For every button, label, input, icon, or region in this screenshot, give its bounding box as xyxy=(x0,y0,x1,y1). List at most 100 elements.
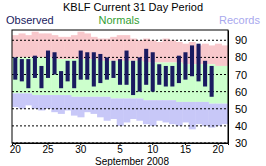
observed-bar xyxy=(144,49,148,85)
x-tick: 5 xyxy=(117,143,123,155)
observed-bar xyxy=(85,52,89,79)
x-tick: 20 xyxy=(213,143,225,155)
record-low-band xyxy=(84,97,91,112)
observed-bar xyxy=(170,66,174,87)
x-tick: 10 xyxy=(147,143,159,155)
y-tick-label: 60 xyxy=(235,86,247,98)
record-high-band xyxy=(25,35,32,57)
observed-bar xyxy=(203,61,207,87)
record-low-band xyxy=(215,104,222,126)
observed-bar xyxy=(164,66,168,87)
y-tick-label: 80 xyxy=(235,51,247,63)
record-low-band xyxy=(117,98,124,125)
observed-bar xyxy=(177,56,181,83)
record-low-band xyxy=(169,100,176,124)
record-low-band xyxy=(32,95,39,109)
record-high-band xyxy=(12,35,19,57)
y-tick: 70 xyxy=(228,69,247,81)
record-low-band xyxy=(149,100,156,126)
normal-band xyxy=(110,61,117,99)
y-axis: 30 40 50 60 70 80 90 xyxy=(228,31,247,150)
normal-band xyxy=(221,66,228,104)
x-tick-label: 20 xyxy=(10,144,22,155)
x-tick-label: 30 xyxy=(75,144,87,155)
y-tick: 30 xyxy=(228,137,247,149)
record-high-band xyxy=(169,40,176,62)
record-low-band xyxy=(156,100,163,121)
observed-bar xyxy=(138,57,142,91)
y-tick-label: 30 xyxy=(235,137,247,149)
plot-area xyxy=(12,32,228,143)
record-low-band xyxy=(45,95,52,109)
observed-bar xyxy=(13,57,17,79)
record-high-band xyxy=(215,44,222,66)
record-low-band xyxy=(77,97,84,118)
plot-frame xyxy=(12,30,228,143)
legend-entry: Observed xyxy=(6,14,54,26)
legend-entry: Records xyxy=(219,14,260,26)
record-low-band xyxy=(97,97,104,118)
record-low-band xyxy=(176,102,183,126)
grid-line xyxy=(12,57,228,58)
x-tick-label: 5 xyxy=(117,144,123,155)
x-tick: 20 xyxy=(10,143,22,155)
normal-band xyxy=(12,57,19,93)
observed-bar xyxy=(26,59,30,88)
record-low-band xyxy=(182,102,189,123)
normal-band xyxy=(38,57,45,95)
record-low-band xyxy=(221,104,228,125)
record-low-band xyxy=(25,93,32,105)
record-low-band xyxy=(19,93,26,108)
observed-bar xyxy=(210,66,214,97)
observed-bar xyxy=(33,56,37,78)
y-tick: 50 xyxy=(228,103,247,115)
record-low-band xyxy=(189,102,196,129)
normal-band xyxy=(163,63,170,101)
grid-line xyxy=(12,40,228,41)
observed-bar xyxy=(72,61,76,88)
x-tick-label: 20 xyxy=(213,144,225,155)
y-tick-label: 90 xyxy=(235,34,247,46)
y-axis-line xyxy=(228,31,229,144)
normal-band xyxy=(215,66,222,104)
record-low-band xyxy=(64,95,71,110)
normal-band xyxy=(208,64,215,103)
observed-bar xyxy=(53,52,57,74)
record-high-band xyxy=(71,35,78,59)
observed-bar xyxy=(151,52,155,91)
observed-bar xyxy=(197,44,201,82)
x-tick: 15 xyxy=(180,143,192,155)
record-low-band xyxy=(51,95,58,112)
observed-bar xyxy=(131,61,135,95)
x-tick: 25 xyxy=(42,143,54,155)
record-low-band xyxy=(91,97,98,114)
record-high-band xyxy=(32,32,39,58)
grid-line xyxy=(12,125,228,126)
observed-bar xyxy=(20,59,24,81)
y-tick: 90 xyxy=(228,34,247,46)
y-tick: 60 xyxy=(228,86,247,98)
normal-band xyxy=(19,57,26,93)
y-tick-label: 50 xyxy=(235,103,247,115)
grid-line xyxy=(12,108,228,109)
record-low-band xyxy=(12,93,19,107)
observed-bar xyxy=(105,57,109,79)
record-high-band xyxy=(19,33,26,57)
x-axis: 20 25 30 5 10 15 20 xyxy=(10,143,229,155)
record-low-band xyxy=(195,102,202,124)
y-tick: 40 xyxy=(228,120,247,132)
record-high-band xyxy=(156,42,163,63)
legend-entry: Normals xyxy=(99,14,140,26)
y-tick-label: 40 xyxy=(235,120,247,132)
observed-bar xyxy=(39,66,43,88)
record-low-band xyxy=(58,95,65,114)
record-high-band xyxy=(208,45,215,64)
record-low-band xyxy=(123,98,130,122)
grid-line xyxy=(12,91,228,92)
observed-bar xyxy=(92,52,96,86)
record-low-band xyxy=(163,100,170,122)
x-tick-label: 15 xyxy=(180,144,192,155)
observed-bar xyxy=(183,52,187,79)
record-low-band xyxy=(202,102,209,126)
x-axis-title: September 2008 xyxy=(95,156,169,166)
